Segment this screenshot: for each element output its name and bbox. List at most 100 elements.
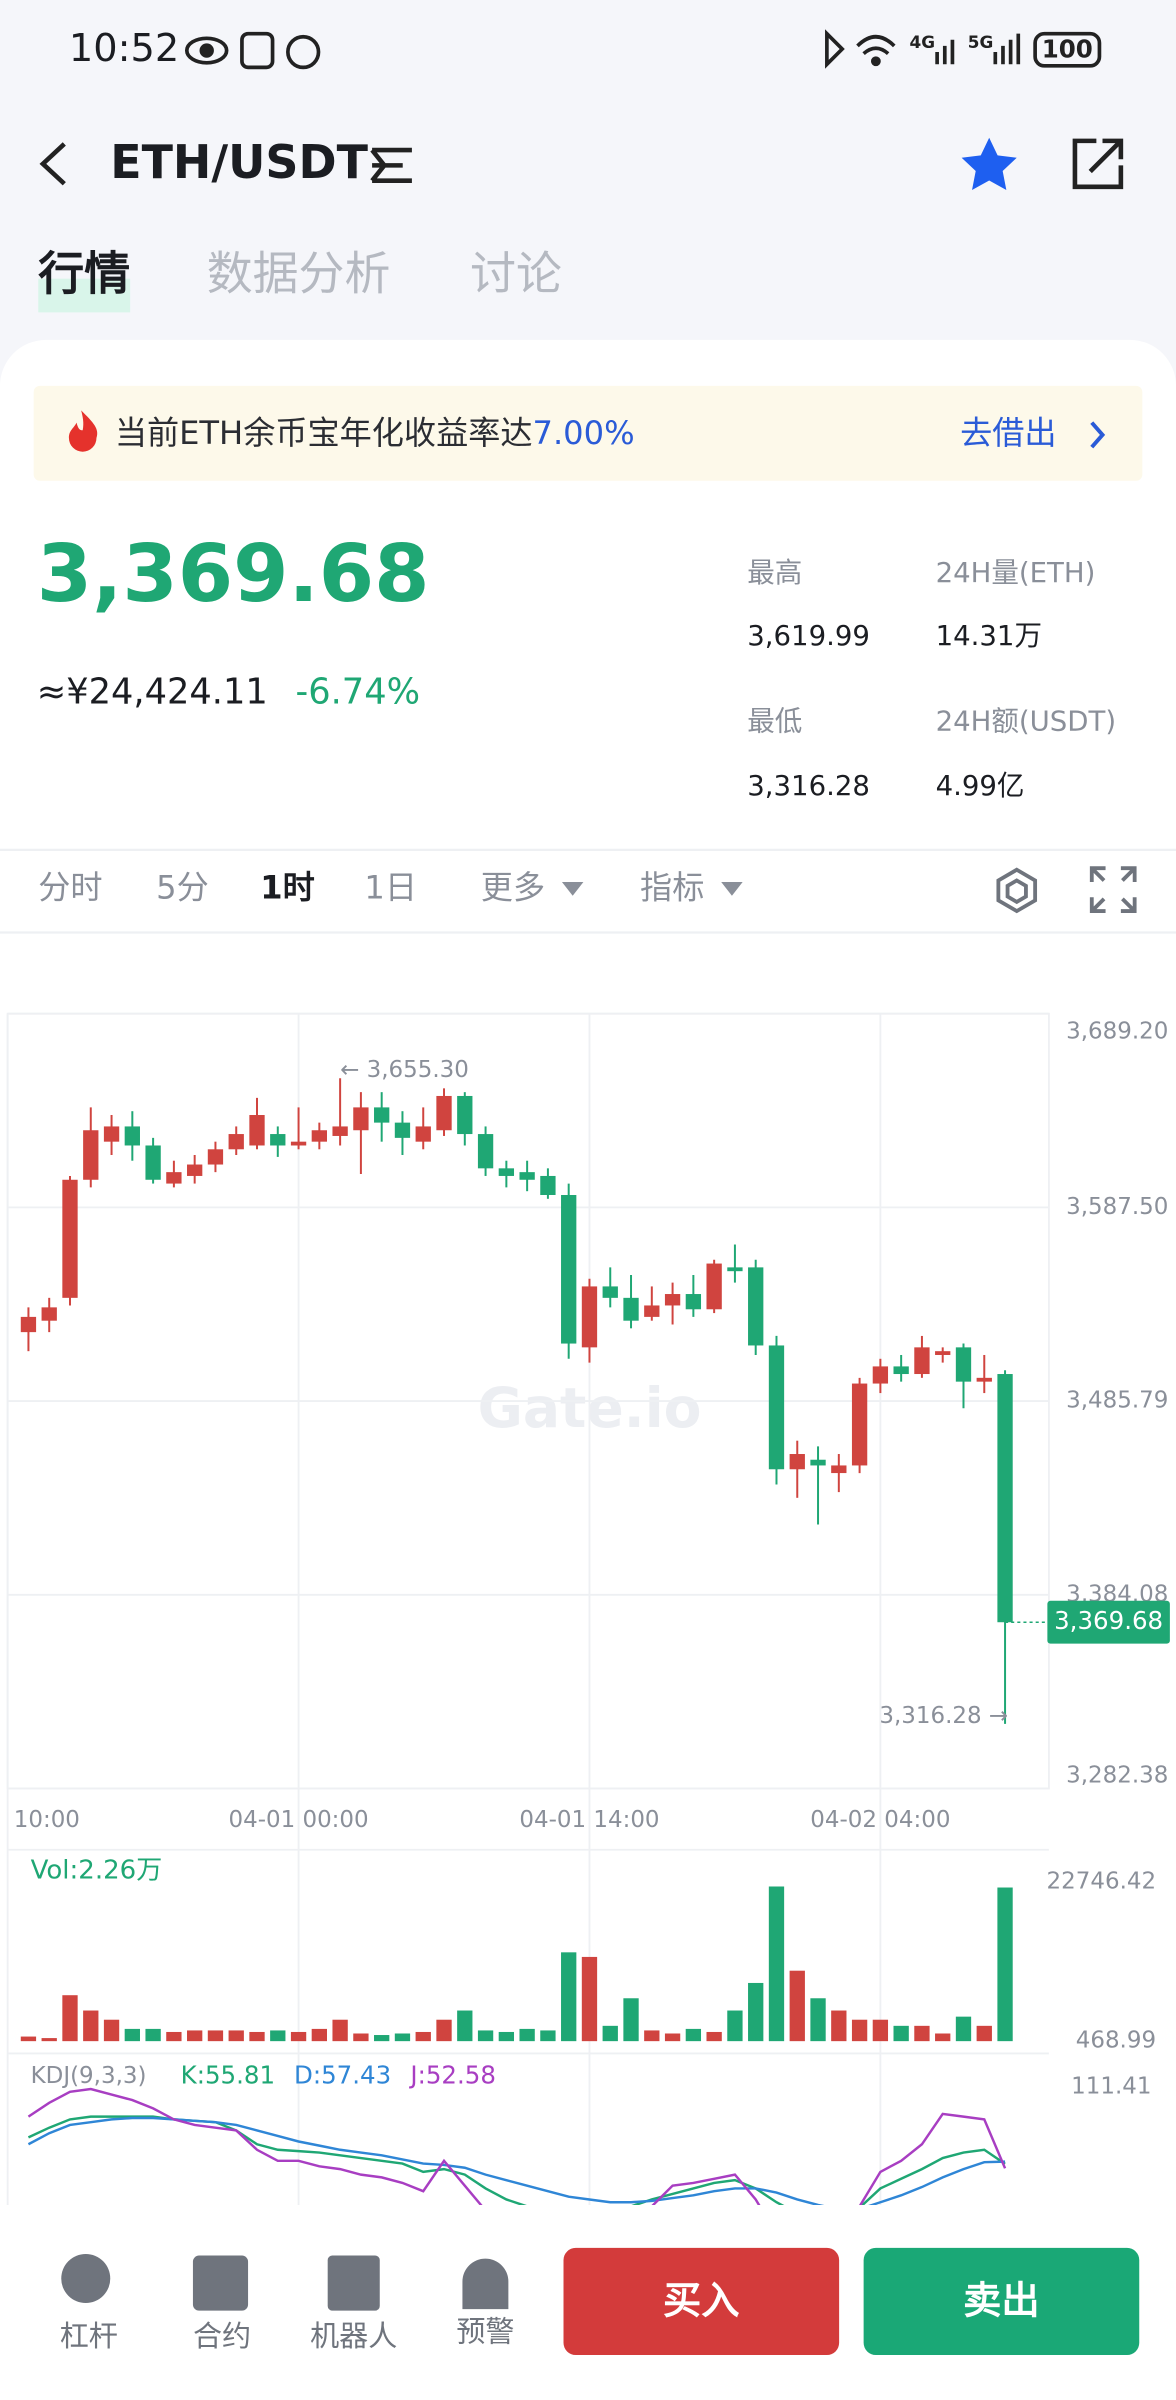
tab-highlight: [38, 278, 131, 313]
candle-body: [893, 1366, 909, 1375]
interval[interactable]: 分时: [38, 869, 102, 907]
stat-label: 24H额(USDT): [936, 706, 1117, 738]
stat-value: 3,316.28: [747, 770, 870, 802]
candle-body: [436, 1095, 452, 1131]
volume-bar: [706, 2031, 722, 2042]
volume-bar: [789, 1970, 805, 2042]
nav-label[interactable]: 合约: [193, 2319, 251, 2353]
signal-4g: 4G: [910, 32, 936, 52]
candle-body: [685, 1294, 702, 1310]
volume-bar: [602, 2025, 618, 2042]
dropdown-caret: [561, 881, 584, 896]
interval[interactable]: 5分: [156, 869, 209, 907]
tab[interactable]: 数据分析: [207, 247, 391, 301]
candle-body: [457, 1095, 473, 1135]
volume-bar: [290, 2031, 307, 2042]
favorite-star[interactable]: [961, 137, 1017, 191]
candle-body: [810, 1459, 826, 1466]
candle-body: [851, 1383, 868, 1466]
candle-body: [62, 1179, 78, 1298]
candle-body: [207, 1149, 224, 1165]
volume-bar: [311, 2028, 327, 2042]
candle-body: [831, 1465, 847, 1474]
candle-body: [394, 1122, 411, 1138]
banner-action[interactable]: 去借出: [960, 414, 1056, 452]
volume-bar: [124, 2028, 140, 2042]
status-icons: [184, 29, 1102, 70]
volume-bar: [20, 2036, 37, 2042]
fullscreen-icon[interactable]: [1089, 866, 1137, 914]
candle-body: [976, 1377, 992, 1382]
nav-label[interactable]: 杠杆: [60, 2319, 118, 2353]
candle-body: [20, 1316, 37, 1333]
candle-body: [623, 1297, 639, 1321]
volume-bar: [41, 2038, 57, 2042]
banner-label: 当前ETH余币宝年化收益率达: [115, 414, 533, 452]
candle-body: [664, 1294, 681, 1306]
kdj-line: [27, 2087, 1007, 2205]
banner[interactable]: [33, 385, 1143, 481]
volume-bar: [914, 2025, 930, 2042]
buy-button[interactable]: [563, 2247, 840, 2356]
volume-bar: [519, 2028, 535, 2042]
volume-bar: [831, 2010, 847, 2042]
pair-menu[interactable]: [370, 147, 412, 183]
menu[interactable]: 更多: [481, 869, 545, 907]
menu[interactable]: 指标: [640, 869, 704, 907]
card: [0, 339, 1176, 2400]
volume-bar: [477, 2030, 494, 2042]
y-tick-label: 3,485.79: [1066, 1388, 1168, 1414]
share-button[interactable]: [1072, 138, 1124, 190]
sell-button[interactable]: [863, 2247, 1140, 2356]
buy-label[interactable]: 买入: [663, 2278, 740, 2323]
candle-body: [581, 1286, 598, 1348]
volume-bar: [748, 1982, 764, 2042]
stat-value: 4.99亿: [936, 770, 1025, 802]
candle-body: [311, 1130, 327, 1142]
candle-body: [415, 1126, 431, 1142]
candle-body: [374, 1107, 390, 1123]
stat-value: 14.31万: [936, 620, 1042, 652]
volume-bar: [436, 2019, 452, 2042]
candle-body: [561, 1194, 577, 1344]
tab[interactable]: 行情: [38, 247, 130, 301]
x-tick-label: 04-02 04:00: [810, 1807, 950, 1833]
interval[interactable]: 1时: [260, 869, 315, 907]
battery: 100: [1042, 35, 1093, 64]
banner-rate: 7.00%: [533, 414, 635, 452]
candle-body: [145, 1145, 161, 1180]
settings-icon[interactable]: [996, 867, 1038, 914]
volume-bar: [207, 2030, 224, 2042]
volume-bar: [810, 1998, 826, 2042]
pair-title[interactable]: ETH/USDT: [110, 135, 368, 189]
back-button[interactable]: [39, 142, 66, 186]
nav-label[interactable]: 预警: [456, 2315, 514, 2349]
volume-bar: [540, 2030, 556, 2042]
volume-bar: [644, 2030, 660, 2042]
volume-bar: [332, 2019, 348, 2042]
candle-body: [602, 1286, 618, 1298]
tab[interactable]: 讨论: [470, 247, 562, 301]
candle-body: [249, 1115, 265, 1146]
candle-body: [727, 1267, 743, 1272]
last-price-tag: [1047, 1600, 1170, 1644]
volume-bar: [561, 1952, 577, 2042]
candle-body: [103, 1126, 120, 1142]
candle-body: [768, 1345, 785, 1470]
candle-body: [187, 1164, 203, 1176]
nav-icons: [61, 2253, 509, 2311]
interval[interactable]: 1日: [364, 869, 417, 907]
volume-bar: [581, 1956, 598, 2042]
sell-label[interactable]: 卖出: [963, 2278, 1040, 2323]
stat-label: 最低: [747, 706, 802, 738]
nav-label[interactable]: 机器人: [310, 2319, 397, 2353]
stat-label: 最高: [747, 557, 802, 589]
legend-entry: K:55.81: [181, 2060, 275, 2089]
volume-bar: [103, 2019, 120, 2042]
low-annotation: 3,316.28 →: [879, 1703, 1008, 1729]
candle-body: [41, 1307, 57, 1321]
kdj-line: [27, 2116, 1006, 2205]
volume-bar: [976, 2025, 992, 2042]
